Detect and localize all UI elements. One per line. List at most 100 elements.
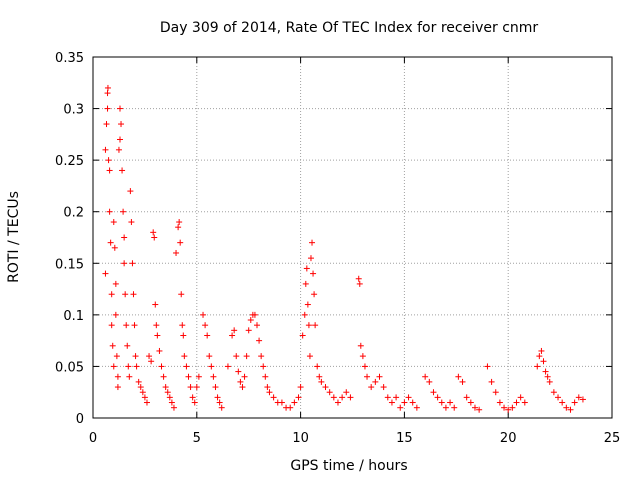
data-point bbox=[208, 363, 215, 370]
data-point bbox=[501, 404, 508, 411]
data-point bbox=[110, 363, 117, 370]
data-point bbox=[447, 399, 454, 406]
data-point bbox=[438, 399, 445, 406]
data-point bbox=[488, 378, 495, 385]
data-point bbox=[258, 353, 265, 360]
data-point bbox=[413, 404, 420, 411]
data-point bbox=[550, 389, 557, 396]
data-point bbox=[111, 244, 118, 251]
data-point bbox=[237, 378, 244, 385]
data-point bbox=[467, 399, 474, 406]
data-point bbox=[151, 234, 158, 241]
data-point bbox=[312, 322, 319, 329]
data-point bbox=[343, 389, 350, 396]
x-tick-label: 0 bbox=[89, 431, 97, 446]
data-point bbox=[156, 347, 163, 354]
data-point bbox=[397, 404, 404, 411]
data-point bbox=[129, 260, 136, 267]
data-point bbox=[368, 384, 375, 391]
data-point bbox=[116, 105, 123, 112]
data-point bbox=[455, 373, 462, 380]
data-point bbox=[106, 208, 113, 215]
data-point bbox=[218, 404, 225, 411]
data-point bbox=[185, 373, 192, 380]
data-point bbox=[122, 291, 129, 298]
data-point bbox=[170, 404, 177, 411]
data-point bbox=[401, 399, 408, 406]
data-point bbox=[177, 239, 184, 246]
data-point bbox=[143, 399, 150, 406]
data-point bbox=[131, 322, 138, 329]
data-point bbox=[330, 394, 337, 401]
data-point bbox=[137, 384, 144, 391]
data-point bbox=[175, 224, 182, 231]
data-point bbox=[361, 363, 368, 370]
x-tick-label: 20 bbox=[500, 431, 517, 446]
data-point bbox=[364, 373, 371, 380]
data-point bbox=[575, 394, 582, 401]
data-point bbox=[484, 363, 491, 370]
data-point bbox=[299, 332, 306, 339]
data-point bbox=[534, 363, 541, 370]
data-point bbox=[388, 399, 395, 406]
data-point bbox=[546, 378, 553, 385]
y-axis-title: ROTI / TECUs bbox=[6, 191, 22, 283]
data-point bbox=[112, 311, 119, 318]
data-point bbox=[128, 219, 135, 226]
data-point bbox=[135, 378, 142, 385]
chart-title: Day 309 of 2014, Rate Of TEC Index for r… bbox=[160, 20, 539, 36]
data-point bbox=[181, 353, 188, 360]
data-point bbox=[133, 363, 140, 370]
data-point bbox=[104, 84, 111, 91]
data-points bbox=[102, 84, 586, 413]
data-point bbox=[326, 389, 333, 396]
data-point bbox=[245, 327, 252, 334]
data-point bbox=[309, 239, 316, 246]
data-point bbox=[233, 353, 240, 360]
data-point bbox=[303, 265, 310, 272]
data-point bbox=[119, 167, 126, 174]
data-point bbox=[310, 270, 317, 277]
data-point bbox=[463, 394, 470, 401]
data-point bbox=[152, 301, 159, 308]
y-tick-label: 0.05 bbox=[55, 360, 84, 375]
data-point bbox=[102, 146, 109, 153]
data-point bbox=[426, 378, 433, 385]
x-axis-title: GPS time / hours bbox=[290, 458, 407, 474]
y-tick-label: 0.3 bbox=[63, 103, 84, 118]
data-point bbox=[247, 317, 254, 324]
data-point bbox=[102, 270, 109, 277]
data-point bbox=[355, 275, 362, 282]
data-point bbox=[563, 404, 570, 411]
data-point bbox=[126, 373, 133, 380]
data-point bbox=[121, 260, 128, 267]
data-point bbox=[180, 332, 187, 339]
data-point bbox=[306, 353, 313, 360]
data-point bbox=[266, 389, 273, 396]
data-point bbox=[254, 322, 261, 329]
data-point bbox=[120, 208, 127, 215]
data-point bbox=[422, 373, 429, 380]
data-point bbox=[287, 404, 294, 411]
data-point bbox=[278, 399, 285, 406]
data-point bbox=[264, 384, 271, 391]
data-point bbox=[168, 399, 175, 406]
data-point bbox=[270, 394, 277, 401]
data-point bbox=[471, 404, 478, 411]
data-point bbox=[106, 167, 113, 174]
data-point bbox=[183, 363, 190, 370]
data-point bbox=[405, 394, 412, 401]
data-point bbox=[339, 394, 346, 401]
data-point bbox=[110, 219, 117, 226]
data-point bbox=[356, 280, 363, 287]
data-point bbox=[301, 311, 308, 318]
data-point bbox=[114, 373, 121, 380]
data-point bbox=[116, 136, 123, 143]
data-point bbox=[115, 146, 122, 153]
data-point bbox=[380, 384, 387, 391]
data-point bbox=[513, 399, 520, 406]
data-point bbox=[304, 301, 311, 308]
grid-lines bbox=[93, 57, 612, 418]
data-point bbox=[114, 384, 121, 391]
